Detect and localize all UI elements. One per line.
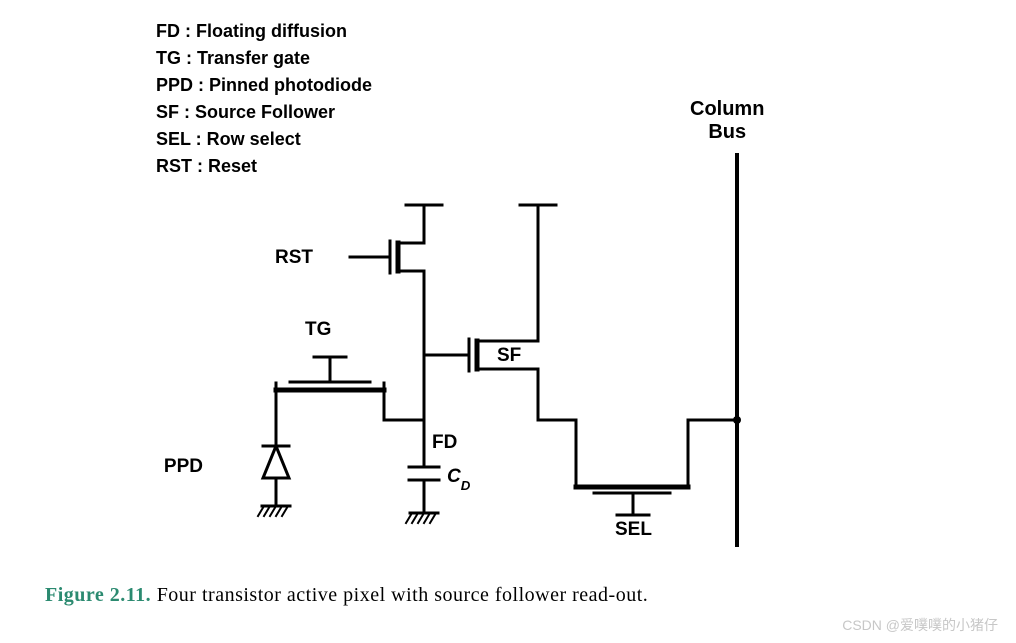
figure-number: Figure 2.11. [45, 584, 151, 606]
svg-text:FD: FD [432, 432, 457, 453]
svg-text:TG: TG [305, 319, 331, 340]
svg-text:SEL: SEL [615, 519, 652, 540]
svg-text:CD: CD [447, 466, 471, 493]
svg-text:SF: SF [497, 345, 521, 366]
figure-caption: Figure 2.11. Four transistor active pixe… [45, 584, 648, 607]
svg-text:RST: RST [275, 247, 313, 268]
svg-text:PPD: PPD [164, 456, 203, 477]
circuit-diagram: RST SF SEL TG FD CD PPD [0, 0, 1016, 643]
watermark: CSDN @爱噗噗的小猪仔 [842, 615, 998, 635]
figure-text: Four transistor active pixel with source… [157, 584, 649, 606]
